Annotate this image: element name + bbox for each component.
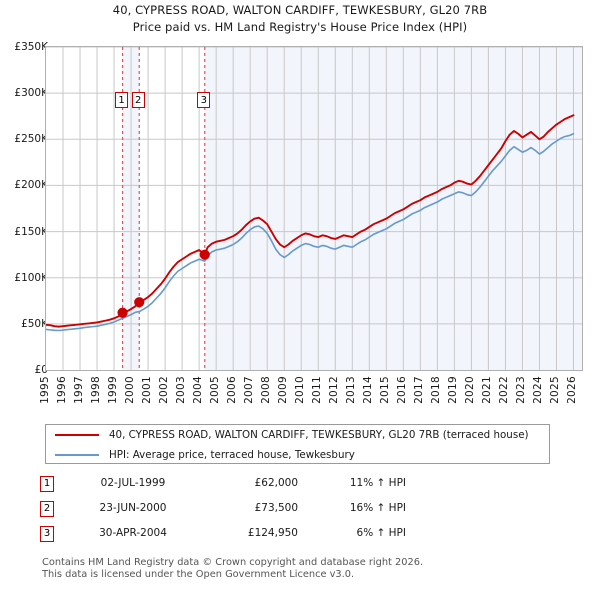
y-axis-tick: £0 [34, 364, 48, 376]
transaction-index-badge: 1 [40, 476, 54, 492]
attribution-footer: Contains HM Land Registry data © Crown c… [42, 557, 582, 580]
transaction-price: £62,000 [254, 477, 298, 489]
chart-area: £0 £50K £100K £150K £200K £250K £300K £350K 199… [0, 40, 600, 404]
page-title: 40, CYPRESS ROAD, WALTON CARDIFF, TEWKES… [0, 2, 600, 36]
x-axis-tick: 2024 [532, 376, 545, 404]
transaction-index-badge: 3 [40, 526, 54, 542]
x-axis-tick: 1997 [73, 376, 86, 404]
y-axis-tick: £300K [14, 87, 48, 100]
x-axis-tick: 2021 [481, 376, 494, 404]
x-axis-tick: 2009 [277, 376, 290, 404]
legend-label-hpi: HPI: Average price, terraced house, Tewk… [109, 449, 355, 461]
footer-line-1: Contains HM Land Registry data © Crown c… [42, 557, 424, 568]
transaction-price: £73,500 [254, 502, 298, 514]
legend-item-hpi: HPI: Average price, terraced house, Tewk… [46, 445, 549, 465]
x-axis-tick: 2017 [413, 376, 426, 404]
chart-legend: 40, CYPRESS ROAD, WALTON CARDIFF, TEWKES… [45, 424, 550, 464]
y-axis-tick: £200K [14, 179, 48, 192]
transaction-price: £124,950 [247, 527, 298, 539]
x-axis-tick: 1996 [56, 376, 69, 404]
x-axis-tick: 2005 [209, 376, 222, 404]
chart-marker-box-1: 1 [115, 92, 129, 108]
table-row: 3 30-APR-2004 £124,950 6% ↑ HPI [40, 524, 460, 549]
footer-line-2: This data is licensed under the Open Gov… [42, 568, 355, 580]
x-axis-tick: 2016 [396, 376, 409, 404]
x-axis-tick: 2020 [464, 376, 477, 404]
title-line-2: Price paid vs. HM Land Registry's House … [132, 20, 468, 34]
chart-marker-box-2: 2 [131, 92, 145, 108]
x-axis-tick: 2008 [260, 376, 273, 404]
x-axis-tick: 2026 [566, 376, 579, 404]
table-row: 1 02-JUL-1999 £62,000 11% ↑ HPI [40, 474, 460, 499]
title-line-1: 40, CYPRESS ROAD, WALTON CARDIFF, TEWKES… [112, 3, 488, 17]
x-axis-tick: 2014 [362, 376, 375, 404]
price-history-line-chart [46, 47, 582, 370]
x-axis-tick: 2007 [243, 376, 256, 404]
x-axis-tick: 1995 [39, 376, 51, 404]
y-axis-tick: £50K [21, 317, 48, 330]
x-axis-tick: 2002 [158, 376, 171, 404]
x-axis-tick: 2019 [447, 376, 460, 404]
x-axis-tick: 2003 [175, 376, 188, 404]
transaction-hpi-delta: 6% ↑ HPI [356, 527, 406, 539]
transaction-date: 23-JUN-2000 [99, 502, 167, 514]
x-axis-tick: 2013 [345, 376, 358, 404]
x-axis-tick: 1998 [90, 376, 103, 404]
x-axis-tick: 2006 [226, 376, 239, 404]
table-row: 2 23-JUN-2000 £73,500 16% ↑ HPI [40, 499, 460, 524]
transaction-index-badge: 2 [40, 501, 54, 517]
legend-color-swatch-hpi [55, 454, 99, 456]
y-axis-tick: £150K [14, 225, 48, 238]
x-axis-tick: 2010 [294, 376, 307, 404]
x-axis-tick: 2012 [328, 376, 341, 404]
x-axis-tick: 2015 [379, 376, 392, 404]
x-axis-tick: 2001 [141, 376, 154, 404]
x-axis-tick: 1999 [107, 376, 120, 404]
y-axis-tick: £250K [14, 133, 48, 146]
x-axis-tick: 2018 [430, 376, 443, 404]
x-axis-tick: 2025 [549, 376, 562, 404]
y-axis-tick: £350K [14, 41, 48, 53]
y-axis-tick: £100K [14, 271, 48, 284]
x-axis-tick: 2004 [192, 376, 205, 404]
legend-label-price-paid: 40, CYPRESS ROAD, WALTON CARDIFF, TEWKES… [109, 429, 529, 441]
transaction-date: 02-JUL-1999 [100, 477, 166, 489]
legend-item-price-paid: 40, CYPRESS ROAD, WALTON CARDIFF, TEWKES… [46, 425, 549, 445]
legend-color-swatch-price-paid [55, 434, 99, 436]
chart-marker-box-3: 3 [197, 92, 211, 108]
transactions-table: 1 02-JUL-1999 £62,000 11% ↑ HPI 2 23-JUN… [40, 474, 460, 549]
transaction-hpi-delta: 16% ↑ HPI [349, 502, 406, 514]
transaction-hpi-delta: 11% ↑ HPI [349, 477, 406, 489]
x-axis-tick: 2000 [124, 376, 137, 404]
transaction-date: 30-APR-2004 [99, 527, 167, 539]
x-axis-tick: 2011 [311, 376, 324, 404]
x-axis-tick: 2023 [515, 376, 528, 404]
x-axis-tick: 2022 [498, 376, 511, 404]
